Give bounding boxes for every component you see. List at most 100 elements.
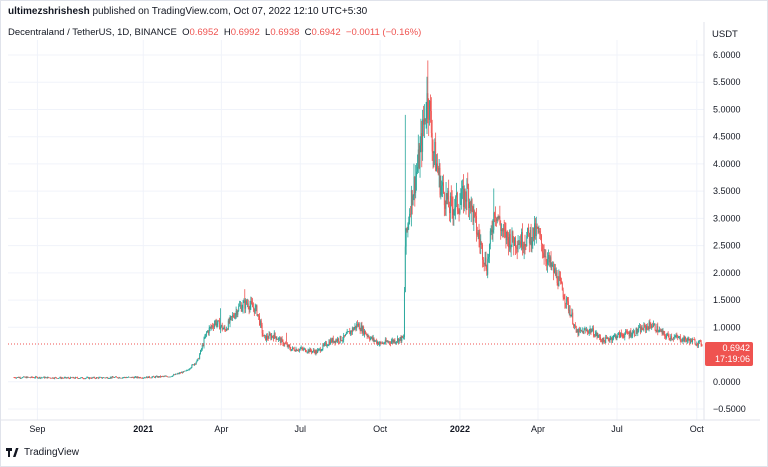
candle-body [180,372,182,374]
candle-body [248,307,250,310]
candle-body [409,213,411,222]
close-label: C [304,27,312,38]
candle-body [182,371,184,373]
candle-body [657,326,659,332]
candle-body [416,171,418,177]
candle-body [453,210,455,215]
candle-body [15,377,17,379]
candle-body [119,377,121,379]
candle-body [682,337,684,342]
candle-body [539,231,541,235]
candle-body [659,329,661,331]
candle-body [626,331,628,334]
candle-body [541,235,542,245]
candle-body [309,348,311,353]
candle-body [267,338,269,339]
y-tick-label: 2.5000 [713,241,741,251]
candle-body [279,337,281,343]
publisher-user[interactable]: ultimezshrishesh [8,6,90,17]
candle-body [411,190,413,205]
candle-body [215,320,217,326]
candle-body [71,377,73,379]
candle-body [120,377,122,379]
candle-body [668,335,670,339]
candle-body [312,351,313,353]
candle-body [141,378,143,379]
candle-body [548,255,550,263]
candle-body [439,167,441,195]
candle-body [655,330,657,332]
candle-body [584,329,586,331]
candle-body [659,329,660,332]
candle-body [44,377,46,379]
candle-body [234,314,236,318]
candle-body [399,337,401,339]
candle-body [350,330,352,335]
y-tick-label: 4.5000 [713,132,741,142]
candle-body [21,377,23,379]
candle-body [451,197,453,208]
candle-body [357,323,359,326]
candle-body [69,378,70,379]
candle-body [514,237,516,246]
candle-body [276,339,278,340]
candle-body [109,377,111,379]
candle-body [464,189,466,200]
candle-body [227,320,229,330]
candle-body [695,344,697,346]
candle-body [379,342,381,344]
x-tick-label: 2021 [133,424,153,434]
candle-body [283,344,285,346]
candle-body [204,337,206,339]
candle-body [130,376,132,378]
candle-body [150,377,152,379]
candle-body [410,213,411,215]
candle-body [327,345,329,346]
candle-body [630,331,632,337]
candle-body [699,340,701,342]
price-chart[interactable]: 6.0000 5.5000 5.0000 4.5000 4.0000 3.5000 3.00… [0,0,760,440]
candle-body [413,176,415,196]
candle-body [478,232,480,239]
candle-body [473,211,475,222]
axis-unit[interactable]: USDT [712,29,738,40]
symbol-name[interactable]: Decentraland / TetherUS, 1D, BINANCE [8,27,177,38]
candle-body [124,377,126,378]
candle-body [641,326,643,330]
candle-body [481,243,483,245]
candle-body [516,247,518,250]
change-value: −0.0011 (−0.16%) [345,27,422,38]
candle-body [320,350,322,352]
candle-body [222,328,224,330]
candle-body [106,377,108,378]
candle-body [658,331,660,333]
candle-body [201,345,203,350]
candle-body [356,323,358,329]
candle-body [117,377,119,379]
candle-body [28,377,30,378]
candle-body [416,166,418,172]
candle-body [208,327,210,334]
candle-body [293,348,295,351]
candle-body [474,211,476,213]
candle-body [556,272,558,284]
candle-body [596,332,598,337]
candle-body [217,320,219,324]
candle-body [212,325,214,327]
x-tick-label: Apr [531,424,545,434]
candle-body [494,212,496,217]
candle-body [515,237,516,248]
tradingview-logo[interactable]: TradingView [6,447,79,458]
candle-body [25,376,27,379]
candle-body [560,277,562,282]
candle-body [414,176,416,194]
candle-body [629,331,631,337]
candle-body [103,377,105,379]
candle-body [571,312,573,316]
candle-body [60,377,62,379]
candle-body [244,300,246,309]
candle-body [495,217,497,222]
candle-body [273,332,275,339]
candle-body [528,227,529,233]
candle-body [45,377,47,378]
